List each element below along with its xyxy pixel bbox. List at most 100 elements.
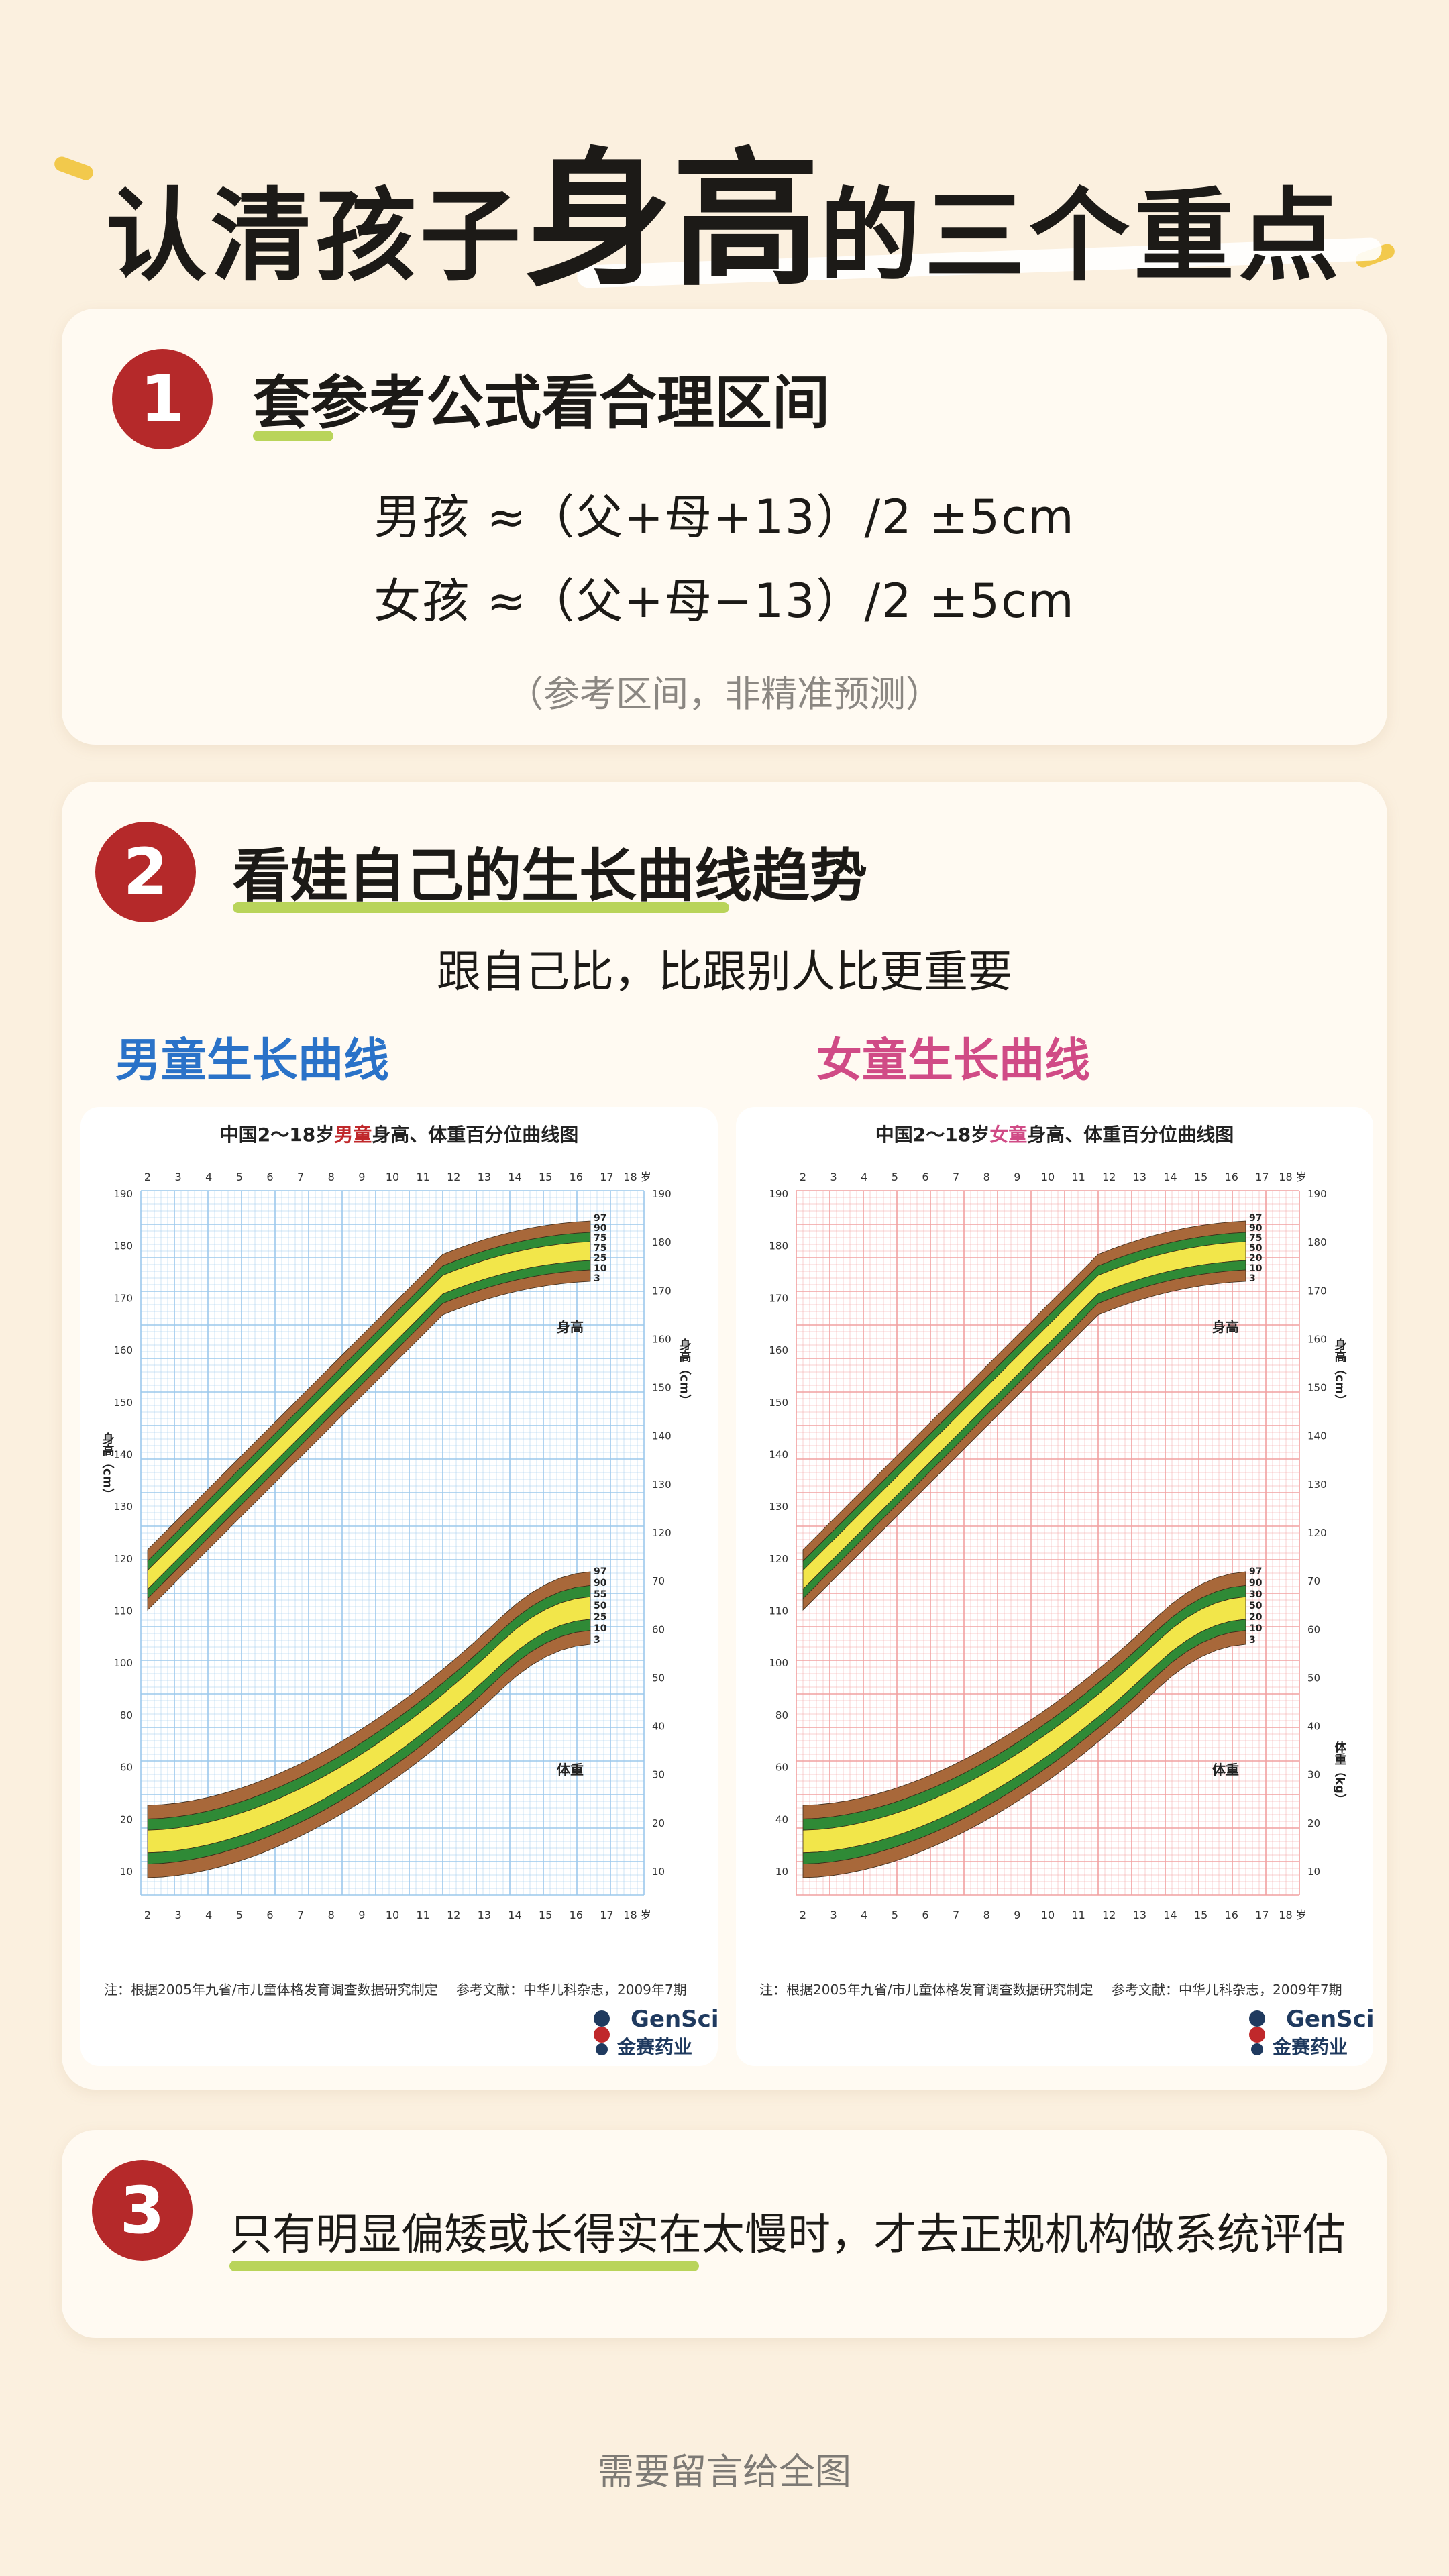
girl-right-tick: 180 <box>1307 1236 1327 1248</box>
girl-age-tick-bottom: 4 <box>861 1909 867 1921</box>
girl-age-tick-top: 8 <box>983 1171 990 1183</box>
girl-age-tick-top: 16 <box>1225 1171 1238 1183</box>
boy-age-tick-bottom: 14 <box>508 1909 521 1921</box>
girl-height-label: 身高 <box>1212 1319 1239 1335</box>
boy-chart-reference: 参考文献：中华儿科杂志，2009年7期 <box>456 1982 687 1998</box>
brand-name-en: GenSci <box>1286 2006 1375 2033</box>
girl-right-tick: 140 <box>1307 1430 1327 1442</box>
girl-age-tick-top: 10 <box>1041 1171 1055 1183</box>
boy-left-tick: 150 <box>113 1397 133 1409</box>
section2-card: 2 看娃自己的生长曲线趋势 跟自己比，比跟别人比更重要 男童生长曲线 女童生长曲… <box>62 782 1387 2090</box>
girl-age-tick-bottom: 6 <box>922 1909 928 1921</box>
boy-age-tick-top: 18 岁 <box>623 1171 651 1183</box>
girl-weight-percentile: 3 <box>1249 1635 1256 1646</box>
girl-right-tick: 50 <box>1307 1672 1320 1684</box>
boy-age-tick-top: 15 <box>539 1171 552 1183</box>
boy-age-tick-top: 13 <box>478 1171 491 1183</box>
boy-weight-percentile: 10 <box>594 1623 607 1634</box>
girl-age-tick-bottom: 18 岁 <box>1279 1909 1306 1921</box>
section3-card: 3 只有明显偏矮或长得实在太慢时，才去正规机构做系统评估 <box>62 2130 1387 2338</box>
boy-growth-chart: 中国2～18岁男童身高、体重百分位曲线图 2 2 3 3 4 4 5 5 6 6 7 7 8 8 9 9 10 1… <box>80 1107 718 2066</box>
boy-chart-note: 注：根据2005年九省/市儿童体格发育调查数据研究制定 <box>104 1982 438 1998</box>
boy-age-tick-bottom: 8 <box>328 1909 335 1921</box>
girl-age-tick-top: 11 <box>1071 1171 1085 1183</box>
boy-age-tick-top: 12 <box>447 1171 460 1183</box>
boy-age-tick-bottom: 6 <box>266 1909 273 1921</box>
boy-age-tick-bottom: 2 <box>144 1909 151 1921</box>
boy-height-percentile: 25 <box>594 1253 606 1264</box>
girl-left-tick: 190 <box>769 1188 788 1200</box>
brand-logo-icon <box>1249 2010 1265 2055</box>
girl-age-tick-bottom: 12 <box>1102 1909 1116 1921</box>
girl-age-tick-bottom: 3 <box>830 1909 837 1921</box>
girl-left-tick: 10 <box>775 1866 788 1878</box>
boy-weight-percentile: 3 <box>594 1635 600 1646</box>
boy-age-tick-top: 11 <box>416 1171 429 1183</box>
girl-weight-percentile: 90 <box>1249 1578 1263 1589</box>
girl-right-axis-label-top: 身高（cm） <box>1333 1338 1347 1407</box>
girl-chart-title-gender: 女童 <box>989 1124 1028 1146</box>
girl-right-tick: 60 <box>1307 1623 1320 1635</box>
boy-right-tick: 160 <box>652 1333 672 1345</box>
girl-height-percentile: 20 <box>1249 1253 1263 1264</box>
girl-grid <box>796 1190 1300 1896</box>
girl-age-tick-bottom: 9 <box>1014 1909 1020 1921</box>
boy-weight-label: 体重 <box>557 1762 584 1778</box>
girl-height-percentile: 75 <box>1249 1233 1262 1244</box>
boy-height-percentile: 90 <box>594 1223 607 1234</box>
section1-underline <box>253 431 333 441</box>
girl-age-tick-top: 18 岁 <box>1279 1171 1306 1183</box>
girl-left-tick: 130 <box>769 1501 788 1513</box>
section1-note: （参考区间，非精准预测） <box>507 673 942 715</box>
boy-grid <box>140 1190 645 1896</box>
section1-number: 1 <box>112 349 213 449</box>
section1-card: 1 套参考公式看合理区间 男孩 ≈（父+母+13）/2 ±5cm 女孩 ≈（父+… <box>62 309 1387 745</box>
girl-age-tick-top: 17 <box>1255 1171 1269 1183</box>
girl-age-tick-top: 4 <box>861 1171 867 1183</box>
boy-right-tick: 30 <box>652 1769 665 1781</box>
boy-left-tick: 190 <box>113 1188 133 1200</box>
boy-weight-percentile: 97 <box>594 1566 606 1577</box>
boy-right-tick: 60 <box>652 1623 665 1635</box>
girl-age-tick-bottom: 2 <box>800 1909 806 1921</box>
boy-age-tick-bottom: 13 <box>478 1909 491 1921</box>
boy-age-tick-bottom: 17 <box>600 1909 613 1921</box>
boy-left-tick: 130 <box>113 1501 133 1513</box>
boy-age-tick-top: 14 <box>508 1171 521 1183</box>
boy-right-tick: 50 <box>652 1672 665 1684</box>
boy-right-tick: 130 <box>652 1479 672 1491</box>
boy-age-tick-bottom: 18 岁 <box>623 1909 651 1921</box>
boy-height-percentile: 75 <box>594 1233 606 1244</box>
boy-right-tick: 140 <box>652 1430 672 1442</box>
boy-left-tick: 180 <box>113 1240 133 1252</box>
boy-height-band <box>147 1269 591 1611</box>
boy-age-tick-top: 7 <box>297 1171 304 1183</box>
boy-height-percentile: 3 <box>594 1273 600 1284</box>
girl-right-tick: 120 <box>1307 1527 1327 1539</box>
girl-height-band <box>802 1269 1246 1611</box>
girl-right-tick: 130 <box>1307 1479 1327 1491</box>
boy-left-tick: 120 <box>113 1553 133 1565</box>
girl-chart-title-post: 身高、体重百分位曲线图 <box>1027 1124 1234 1146</box>
boy-height-percentile: 97 <box>594 1213 606 1224</box>
girl-age-tick-bottom: 16 <box>1225 1909 1238 1921</box>
girl-age-tick-bottom: 11 <box>1071 1909 1085 1921</box>
boy-age-tick-top: 10 <box>386 1171 399 1183</box>
section1-title: 套参考公式看合理区间 <box>253 370 830 437</box>
title-highlight: 身高 <box>524 134 820 306</box>
boy-age-tick-bottom: 7 <box>297 1909 304 1921</box>
girl-right-tick: 40 <box>1307 1721 1320 1733</box>
boy-age-tick-bottom: 12 <box>447 1909 460 1921</box>
girl-left-tick: 170 <box>769 1292 788 1304</box>
boy-right-tick: 20 <box>652 1817 665 1829</box>
girl-height-percentile: 97 <box>1249 1213 1262 1224</box>
boy-age-tick-bottom: 9 <box>358 1909 365 1921</box>
formula-girl: 女孩 ≈（父+母−13）/2 ±5cm <box>374 574 1075 629</box>
girl-right-axis-label-bottom: 体重（kg） <box>1333 1740 1347 1806</box>
girl-age-tick-top: 9 <box>1014 1171 1020 1183</box>
section2-number: 2 <box>95 822 196 922</box>
girl-weight-percentile: 97 <box>1249 1566 1262 1577</box>
girl-chart-title-pre: 中国2～18岁 <box>875 1124 990 1146</box>
girl-age-tick-top: 5 <box>892 1171 898 1183</box>
section3-text: 只有明显偏矮或长得实在太慢时，才去正规机构做系统评估 <box>229 2210 1346 2260</box>
